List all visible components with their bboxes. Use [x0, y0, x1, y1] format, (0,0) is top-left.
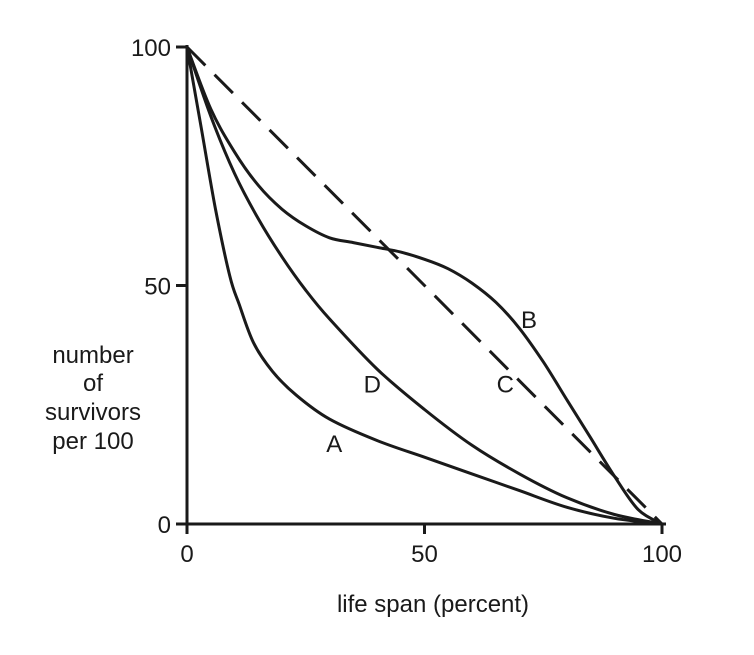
y-tick-label-50: 50 — [144, 274, 171, 301]
y-tick-label-0: 0 — [158, 512, 171, 539]
series-a-line — [185, 45, 664, 526]
x-tick-label-50: 50 — [411, 541, 438, 568]
x-tick-label-100: 100 — [642, 541, 682, 568]
series-label-b: B — [521, 307, 537, 334]
series-label-d: D — [364, 371, 381, 398]
series-d-line — [185, 45, 664, 526]
series-b-line — [185, 45, 664, 526]
y-axis-title-line-4: per 100 — [52, 428, 133, 455]
curves-layer — [185, 45, 664, 526]
series-label-c: C — [497, 371, 514, 398]
series-label-a: A — [326, 431, 342, 458]
y-axis-title-line-1: number — [52, 342, 133, 369]
labels-layer: life span (percent) number of survivors … — [45, 342, 529, 618]
y-axis-title-line-2: of — [83, 370, 103, 397]
series-c-line — [185, 45, 664, 526]
y-tick-label-100: 100 — [131, 35, 171, 62]
x-tick-label-0: 0 — [180, 541, 193, 568]
x-axis-title: life span (percent) — [337, 591, 529, 618]
annotation-layer: A B C D — [326, 307, 537, 458]
y-axis-title-line-3: survivors — [45, 399, 141, 426]
ticks-layer: 0 50 100 0 50 100 — [131, 35, 682, 568]
